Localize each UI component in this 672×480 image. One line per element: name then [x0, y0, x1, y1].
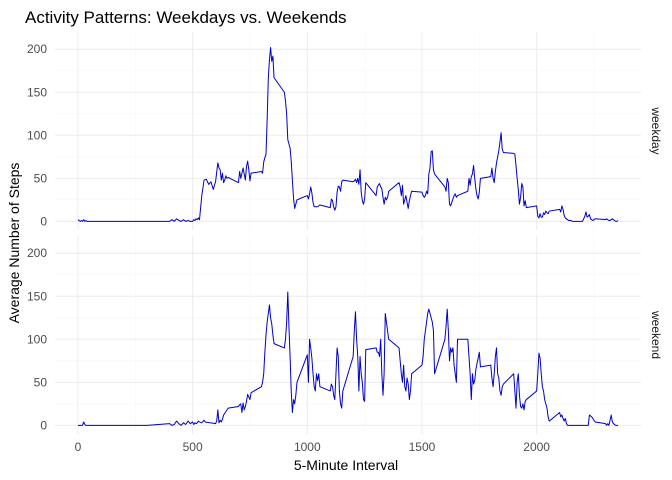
facet-strips: weekday weekend	[649, 106, 663, 359]
facet-label-weekday: weekday	[649, 106, 663, 154]
y-tick-label: 100	[27, 128, 47, 142]
x-tick-label: 0	[75, 440, 82, 454]
lines-layer	[77, 47, 619, 426]
x-tick-label: 500	[183, 440, 203, 454]
y-tick-label: 100	[27, 332, 47, 346]
y-axis-title: Average Number of Steps	[6, 163, 22, 324]
series-line-weekday	[77, 47, 619, 222]
y-tick-label: 200	[27, 42, 47, 56]
facet-label-weekend: weekend	[649, 310, 663, 359]
x-axis-title: 5-Minute Interval	[294, 457, 398, 473]
y-tick-label: 150	[27, 289, 47, 303]
x-tick-label: 2000	[523, 440, 550, 454]
series-line-weekend	[77, 291, 619, 426]
y-tick-label: 150	[27, 85, 47, 99]
x-tick-label: 1000	[294, 440, 321, 454]
chart-title: Activity Patterns: Weekdays vs. Weekends	[25, 8, 347, 27]
y-tick-label: 50	[34, 375, 48, 389]
y-tick-label: 0	[40, 418, 47, 432]
y-tick-label: 200	[27, 246, 47, 260]
y-tick-label: 0	[40, 214, 47, 228]
x-tick-label: 1500	[409, 440, 436, 454]
grid-layer	[55, 32, 641, 434]
y-tick-label: 50	[34, 171, 48, 185]
